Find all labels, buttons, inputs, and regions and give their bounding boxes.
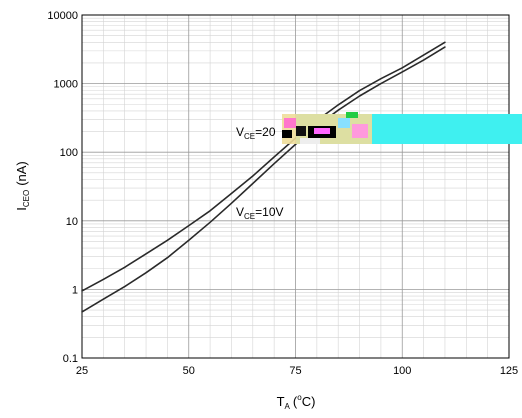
x-axis-label: TA (oC) xyxy=(277,393,316,411)
series-label-vce10: VCE=10V xyxy=(236,205,284,221)
x-tick-label: 125 xyxy=(500,365,518,377)
x-tick-label: 75 xyxy=(289,365,301,377)
x-tick-labels: 25 50 75 100 125 xyxy=(76,365,518,377)
x-tick-label: 50 xyxy=(183,365,195,377)
y-tick-labels: 0.1 1 10 100 1000 10000 xyxy=(47,10,78,365)
y-axis-label: ICEO(nA) xyxy=(14,161,31,211)
image-artifact-block xyxy=(282,112,522,144)
y-tick-label: 10 xyxy=(66,216,78,228)
y-tick-label: 0.1 xyxy=(63,353,78,365)
x-tick-label: 100 xyxy=(393,365,411,377)
series-label-vce20: VCE=20 xyxy=(236,125,276,141)
series-lines xyxy=(81,41,446,313)
y-tick-label: 100 xyxy=(60,147,78,159)
y-tick-label: 10000 xyxy=(47,10,78,22)
series-line-vce20 xyxy=(81,41,446,292)
y-tick-label: 1 xyxy=(72,284,78,296)
plot-frame xyxy=(81,14,510,359)
y-tick-label: 1000 xyxy=(54,79,78,91)
series-line-vce10 xyxy=(81,46,446,313)
x-tick-label: 25 xyxy=(76,365,88,377)
